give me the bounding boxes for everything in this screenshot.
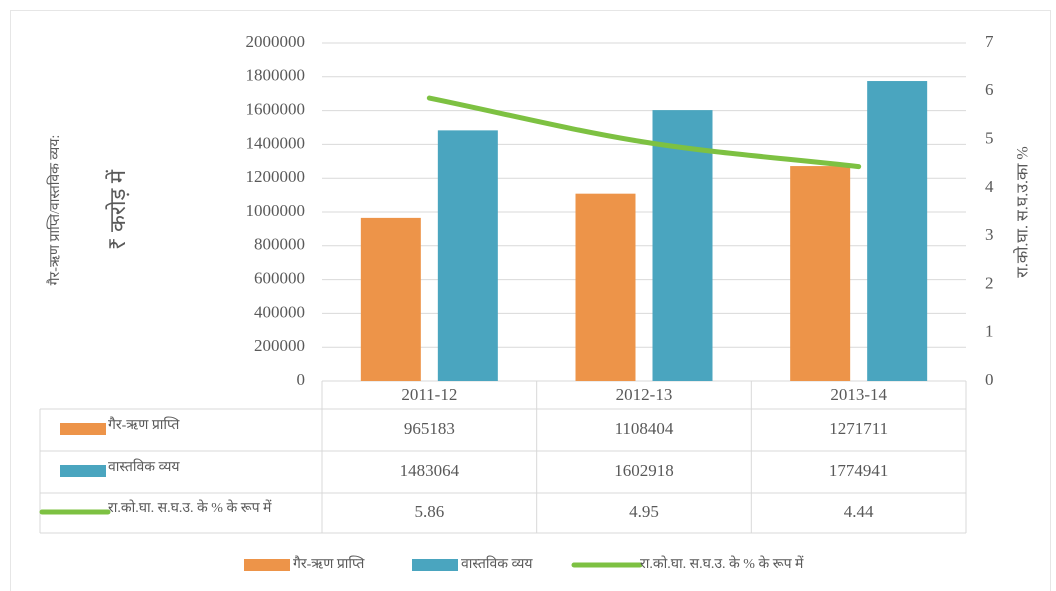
table-legend-key	[60, 423, 106, 435]
legend-label: वास्तविक व्यय	[461, 555, 533, 572]
y-axis-label: गैर-ऋण प्राप्ति/वास्तविक व्यय:	[46, 135, 63, 286]
y2-tick-label: 4	[985, 177, 994, 196]
legend-key	[412, 559, 458, 571]
chart-frame	[10, 10, 1051, 591]
table-value: 965183	[404, 419, 455, 438]
legend-label: रा.को.घा. स.घ.उ. के % के रूप में	[640, 555, 804, 572]
bar	[437, 130, 498, 381]
y2-tick-label: 6	[985, 80, 994, 99]
bar	[575, 193, 636, 381]
y2-axis-label: रा.को.घा. स.घ.उ.का %	[1013, 146, 1032, 278]
y2-tick-label: 5	[985, 128, 994, 147]
y2-tick-label: 3	[985, 225, 994, 244]
table-value: 1271711	[829, 419, 888, 438]
y2-tick-label: 0	[985, 370, 994, 389]
y-tick-label: 1600000	[246, 100, 306, 119]
y-tick-label: 0	[297, 370, 306, 389]
y-tick-label: 1200000	[246, 167, 306, 186]
bar	[790, 166, 851, 381]
line	[426, 95, 862, 170]
y-tick-label: 1800000	[246, 66, 306, 85]
y-tick-label: 200000	[254, 336, 305, 355]
y-tick-label: 400000	[254, 302, 305, 321]
table-value: 4.44	[844, 502, 874, 521]
table-value: 1602918	[614, 461, 674, 480]
legend-key	[244, 559, 290, 571]
y2-tick-label: 2	[985, 273, 994, 292]
table-row-label: रा.को.घा. स.घ.उ. के % के रूप में	[108, 499, 272, 516]
table-value: 4.95	[629, 502, 659, 521]
y-tick-label: 600000	[254, 269, 305, 288]
table-legend-key	[60, 465, 106, 477]
bar	[360, 217, 421, 381]
table-row-label: वास्तविक व्यय	[108, 458, 180, 475]
x-tick-label: 2013-14	[830, 385, 887, 404]
table-value: 1108404	[615, 419, 674, 438]
y2-tick-label: 7	[985, 32, 994, 51]
y-tick-label: 1400000	[246, 133, 306, 152]
y-tick-label: 800000	[254, 235, 305, 254]
bar	[652, 110, 713, 381]
bar	[867, 81, 928, 381]
y-axis-unit: ₹ करोड़ में	[105, 169, 130, 250]
table-value: 1483064	[400, 461, 460, 480]
x-tick-label: 2011-12	[401, 385, 457, 404]
legend-label: गैर-ऋण प्राप्ति	[293, 555, 365, 572]
table-value: 1774941	[829, 461, 889, 480]
table-row-label: गैर-ऋण प्राप्ति	[108, 416, 180, 433]
y2-tick-label: 1	[985, 322, 994, 341]
x-tick-label: 2012-13	[616, 385, 673, 404]
y-tick-label: 1000000	[246, 201, 306, 220]
y-tick-label: 2000000	[246, 32, 306, 51]
table-value: 5.86	[414, 502, 444, 521]
